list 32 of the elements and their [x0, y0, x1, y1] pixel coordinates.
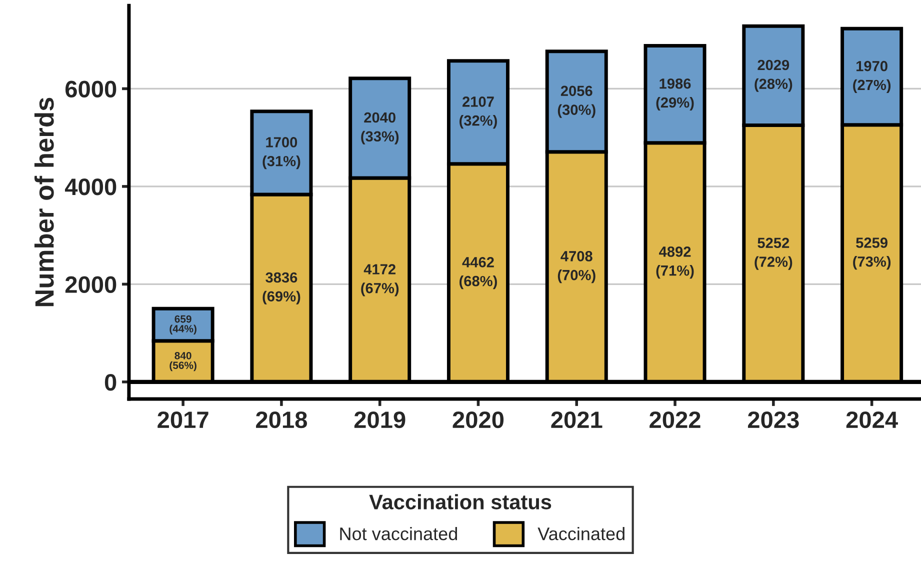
data-label: 2056 (30%)	[558, 86, 596, 118]
legend-title: Vaccination status	[369, 494, 552, 510]
data-label: 2107 (32%)	[460, 96, 497, 129]
legend-label: Vaccinated	[538, 526, 624, 540]
x-tick-label: 2020	[452, 411, 504, 428]
data-label: 659 (44%)	[170, 315, 196, 334]
data-label: 5252 (72%)	[754, 238, 792, 270]
data-label: 1700 (31%)	[262, 137, 300, 170]
x-tick-label: 2023	[748, 411, 799, 428]
data-label: 4462 (68%)	[460, 257, 497, 290]
data-label: 840 (56%)	[170, 352, 196, 372]
y-tick-label: 6000	[65, 80, 116, 98]
data-label: 1970 (27%)	[853, 60, 891, 94]
y-tick-label: 4000	[64, 178, 116, 196]
data-label: 4892 (71%)	[656, 246, 694, 279]
x-tick-label: 2024	[846, 411, 898, 428]
x-tick-label: 2022	[650, 411, 700, 428]
data-label: 3836 (69%)	[262, 272, 300, 304]
x-tick-label: 2021	[551, 411, 602, 428]
data-label: 4172 (67%)	[361, 264, 399, 296]
x-tick-label: 2018	[256, 411, 307, 428]
x-tick-label: 2017	[158, 411, 208, 428]
data-label: 5259 (73%)	[853, 238, 891, 270]
y-tick-label: 0	[104, 374, 116, 391]
data-label: 2029 (28%)	[754, 60, 792, 92]
data-label: 4708 (70%)	[558, 251, 596, 284]
y-tick-label: 2000	[65, 276, 116, 293]
data-label: 2040 (33%)	[361, 112, 399, 144]
x-tick-label: 2019	[354, 411, 406, 428]
y-axis-title: Number of herds	[34, 98, 54, 306]
data-label: 1986 (29%)	[656, 78, 694, 111]
legend-label: Not vaccinated	[340, 526, 457, 540]
